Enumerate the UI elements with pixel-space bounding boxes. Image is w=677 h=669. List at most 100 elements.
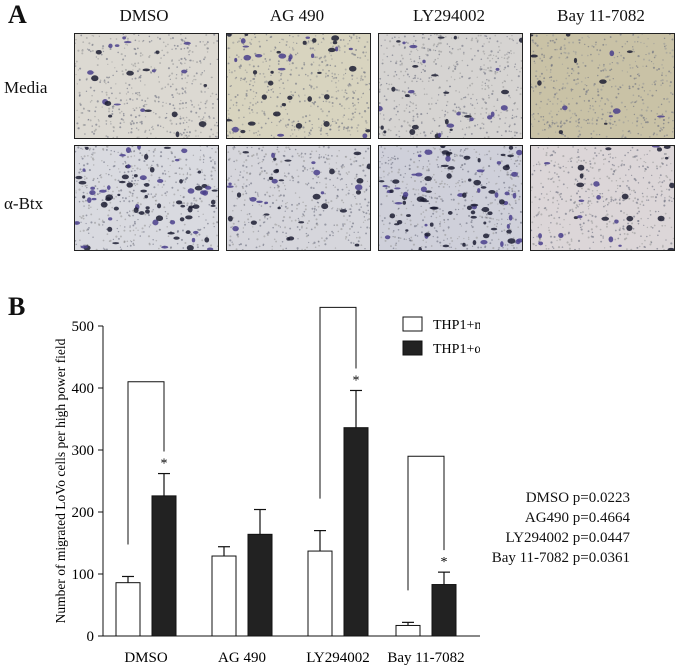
micrograph-speckle [354, 195, 356, 198]
micrograph-speckle [550, 221, 552, 224]
micrograph-speckle [389, 40, 392, 43]
micrograph-speckle [319, 181, 321, 184]
micrograph-speckle [288, 164, 291, 166]
micrograph-speckle [671, 55, 674, 58]
micrograph-speckle [410, 101, 412, 104]
micrograph-speckle [480, 66, 482, 68]
migrated-cell [626, 50, 633, 54]
micrograph-speckle [180, 38, 183, 41]
micrograph-speckle [192, 60, 194, 62]
micrograph-speckle [267, 89, 270, 92]
micrograph-speckle [616, 62, 619, 65]
micrograph-speckle [190, 100, 193, 103]
migrated-cell [194, 185, 203, 191]
micrograph-speckle [637, 219, 640, 223]
micrograph-speckle [355, 49, 358, 51]
micrograph-speckle [535, 34, 538, 37]
micrograph-speckle [393, 236, 397, 239]
micrograph-speckle [268, 195, 270, 197]
micrograph-speckle [184, 178, 187, 181]
micrograph-speckle [306, 183, 309, 186]
micrograph-speckle [251, 109, 253, 111]
micrograph-speckle [562, 155, 565, 158]
micrograph-speckle [110, 123, 112, 125]
micrograph-texture [227, 146, 370, 250]
micrograph-speckle [626, 184, 628, 187]
micrograph-speckle [347, 239, 350, 241]
migrated-cell [174, 158, 180, 162]
micrograph-speckle [92, 35, 95, 37]
micrograph-speckle [452, 70, 455, 73]
micrograph-speckle [424, 195, 427, 197]
micrograph-speckle [314, 209, 316, 211]
micrograph-speckle [409, 58, 412, 61]
micrograph-speckle [335, 86, 338, 88]
micrograph-speckle [87, 207, 90, 210]
micrograph-speckle [587, 122, 589, 124]
micrograph-speckle [483, 72, 487, 75]
micrograph-speckle [130, 131, 133, 134]
micrograph-speckle [577, 206, 579, 208]
micrograph-speckle [504, 54, 506, 56]
micrograph-speckle [229, 239, 232, 242]
micrograph-speckle [166, 226, 168, 228]
micrograph-speckle [160, 57, 162, 59]
micrograph-speckle [570, 238, 573, 241]
micrograph-speckle [285, 175, 288, 178]
micrograph-speckle [248, 106, 251, 108]
micrograph-speckle [86, 184, 88, 187]
micrograph-speckle [473, 117, 476, 120]
micrograph-speckle [107, 136, 109, 138]
micrograph-speckle [192, 243, 195, 245]
micrograph-speckle [490, 69, 492, 72]
micrograph-speckle [440, 150, 442, 153]
micrograph-speckle [589, 107, 592, 110]
micrograph-speckle [143, 197, 146, 200]
micrograph-speckle [471, 225, 474, 229]
micrograph-speckle [553, 96, 556, 99]
micrograph-speckle [182, 88, 184, 90]
migrated-cell [298, 221, 305, 224]
micrograph-speckle [488, 181, 490, 184]
micrograph-speckle [388, 159, 390, 162]
micrograph-speckle [617, 88, 619, 90]
micrograph-speckle [416, 80, 418, 83]
micrograph-speckle [447, 218, 449, 221]
micrograph-speckle [466, 87, 469, 89]
micrograph-speckle [507, 65, 510, 68]
micrograph-speckle [369, 185, 370, 188]
micrograph-speckle [300, 154, 302, 156]
row-header-media: Media [4, 78, 48, 97]
micrograph-speckle [579, 133, 582, 136]
micrograph-speckle [623, 58, 625, 60]
micrograph-speckle [213, 185, 216, 188]
micrograph-speckle [418, 57, 421, 60]
migrated-cell [507, 154, 514, 158]
micrograph-speckle [213, 225, 215, 228]
micrograph-speckle [607, 189, 610, 192]
micrograph-speckle [132, 229, 135, 232]
micrograph-speckle [205, 34, 208, 36]
micrograph-speckle [488, 150, 491, 153]
migrated-cell [85, 146, 89, 150]
migrated-cell [669, 182, 674, 189]
micrograph-speckle [271, 248, 273, 250]
migrated-cell [501, 89, 510, 95]
micrograph-speckle [314, 246, 317, 249]
micrograph-speckle [365, 212, 368, 215]
migrated-cell [236, 192, 242, 198]
micrograph-speckle [199, 40, 202, 43]
micrograph-speckle [243, 204, 246, 206]
micrograph-speckle [532, 113, 535, 115]
micrograph-speckle [164, 86, 166, 88]
micrograph-speckle [433, 179, 436, 181]
micrograph-speckle [646, 121, 649, 124]
micrograph-speckle [589, 162, 592, 165]
micrograph-speckle [213, 210, 216, 213]
micrograph-speckle [357, 124, 360, 127]
micrograph-speckle [231, 190, 234, 193]
migrated-cell [391, 86, 396, 92]
micrograph-texture [379, 34, 522, 138]
micrograph-speckle [558, 193, 561, 196]
micrograph-speckle [202, 158, 205, 161]
